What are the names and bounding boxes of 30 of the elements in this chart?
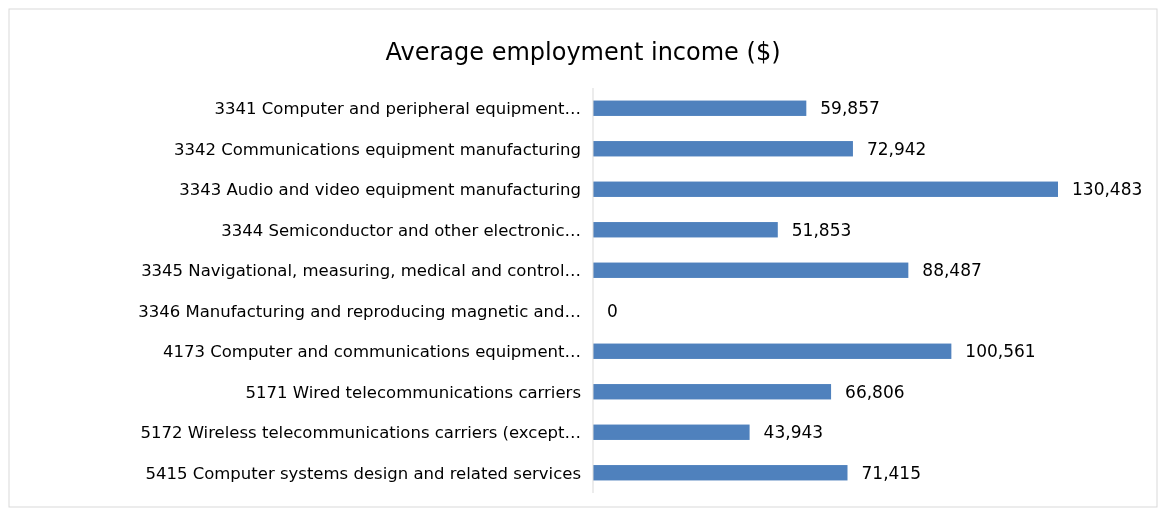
y-tick-label: 5172 Wireless telecommunications carriers (except… — [140, 423, 581, 443]
data-label: 71,415 — [861, 462, 921, 483]
y-tick-label: 3345 Navigational, measuring, medical and control… — [141, 261, 581, 281]
y-tick-label: 3346 Manufacturing and reproducing magnetic and… — [138, 301, 581, 321]
bar — [593, 222, 778, 238]
bar — [593, 262, 909, 278]
bar — [593, 181, 1058, 197]
data-label: 100,561 — [965, 341, 1036, 362]
data-label: 59,857 — [820, 98, 880, 119]
bar — [593, 141, 853, 157]
data-label: 72,942 — [866, 138, 927, 159]
chart-title: Average employment income ($) — [385, 38, 781, 66]
data-label: 66,806 — [845, 381, 905, 402]
bar — [593, 100, 807, 116]
y-tick-label: 4173 Computer and communications equipment… — [162, 342, 581, 362]
y-tick-label: 5171 Wired telecommunications carriers — [245, 382, 581, 402]
bar — [593, 424, 750, 440]
y-tick-label: 3342 Communications equipment manufacturing — [174, 139, 581, 159]
y-tick-label: 3341 Computer and peripheral equipment… — [214, 99, 581, 119]
bar — [593, 465, 848, 481]
data-label: 43,943 — [763, 422, 824, 443]
data-label: 130,483 — [1072, 179, 1143, 200]
bar — [593, 384, 832, 400]
y-tick-label: 3343 Audio and video equipment manufacturing — [179, 180, 581, 200]
y-tick-label: 3344 Semiconductor and other electronic… — [221, 220, 581, 240]
data-label: 51,853 — [791, 219, 852, 240]
data-label: 0 — [607, 300, 618, 321]
y-tick-label: 5415 Computer systems design and related services — [145, 463, 581, 483]
data-label: 88,487 — [922, 260, 982, 281]
bar — [593, 343, 952, 359]
